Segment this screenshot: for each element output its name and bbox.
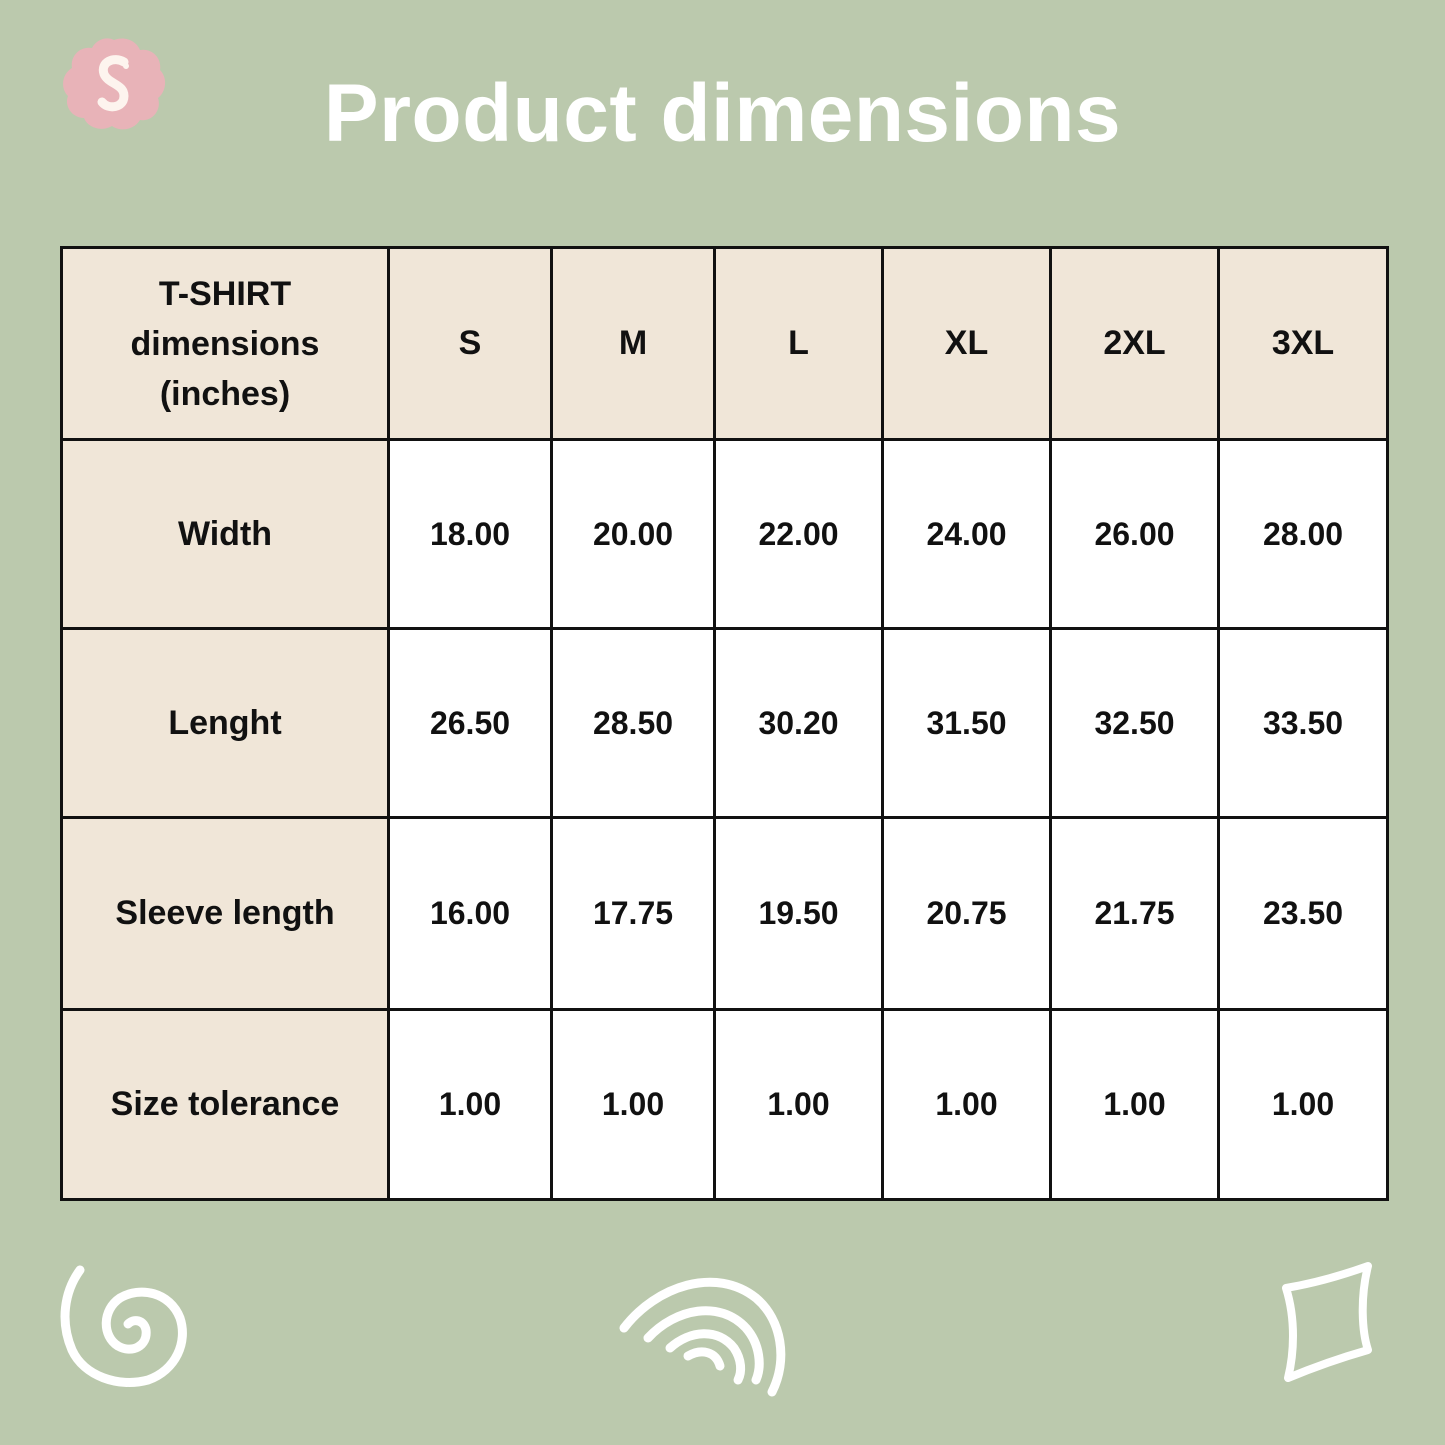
corner-line: (inches) bbox=[159, 374, 291, 413]
table-cell: 18.00 bbox=[387, 438, 553, 630]
page-title: Product dimensions bbox=[323, 68, 1122, 159]
size-header-l: L bbox=[713, 246, 884, 441]
table-cell: 28.00 bbox=[1217, 438, 1389, 630]
table-cell: 32.50 bbox=[1049, 627, 1220, 819]
table-cell: 17.75 bbox=[550, 816, 716, 1011]
table-cell: 1.00 bbox=[1049, 1008, 1220, 1201]
brand-logo bbox=[63, 38, 166, 130]
table-cell: 16.00 bbox=[387, 816, 553, 1011]
table-cell: 23.50 bbox=[1217, 816, 1389, 1011]
size-table: T-SHIRT dimensions (inches) S M L XL 2XL… bbox=[60, 246, 1389, 1201]
row-label: Width bbox=[60, 438, 390, 630]
table-cell: 26.00 bbox=[1049, 438, 1220, 630]
table-cell: 1.00 bbox=[387, 1008, 553, 1201]
table-header-row: T-SHIRT dimensions (inches) S M L XL 2XL… bbox=[60, 246, 1389, 441]
size-header-m: M bbox=[550, 246, 716, 441]
table-cell: 1.00 bbox=[713, 1008, 884, 1201]
table-cell: 30.20 bbox=[713, 627, 884, 819]
size-header-s: S bbox=[387, 246, 553, 441]
table-cell: 1.00 bbox=[1217, 1008, 1389, 1201]
row-label: Size tolerance bbox=[60, 1008, 390, 1201]
table-cell: 20.00 bbox=[550, 438, 716, 630]
table-row-size-tolerance: Size tolerance 1.00 1.00 1.00 1.00 1.00 … bbox=[60, 1008, 1389, 1201]
row-label: Lenght bbox=[60, 627, 390, 819]
table-cell: 21.75 bbox=[1049, 816, 1220, 1011]
table-cell: 1.00 bbox=[881, 1008, 1052, 1201]
size-header-xl: XL bbox=[881, 246, 1052, 441]
corner-header: T-SHIRT dimensions (inches) bbox=[60, 246, 390, 441]
sparkle-icon bbox=[1282, 1262, 1372, 1382]
rainbow-icon bbox=[619, 1277, 786, 1397]
table-row-sleeve-length: Sleeve length 16.00 17.75 19.50 20.75 21… bbox=[60, 816, 1389, 1011]
corner-line: T-SHIRT bbox=[158, 274, 292, 313]
table-row-width: Width 18.00 20.00 22.00 24.00 26.00 28.0… bbox=[60, 438, 1389, 630]
table-cell: 33.50 bbox=[1217, 627, 1389, 819]
table-cell: 20.75 bbox=[881, 816, 1052, 1011]
size-header-3xl: 3XL bbox=[1217, 246, 1389, 441]
table-row-length: Lenght 26.50 28.50 30.20 31.50 32.50 33.… bbox=[60, 627, 1389, 819]
corner-line: dimensions bbox=[130, 324, 320, 363]
row-label: Sleeve length bbox=[60, 816, 390, 1011]
spiral-icon bbox=[60, 1265, 187, 1387]
table-cell: 19.50 bbox=[713, 816, 884, 1011]
table-cell: 24.00 bbox=[881, 438, 1052, 630]
table-cell: 26.50 bbox=[387, 627, 553, 819]
table-cell: 28.50 bbox=[550, 627, 716, 819]
size-header-2xl: 2XL bbox=[1049, 246, 1220, 441]
table-cell: 1.00 bbox=[550, 1008, 716, 1201]
table-cell: 22.00 bbox=[713, 438, 884, 630]
table-cell: 31.50 bbox=[881, 627, 1052, 819]
